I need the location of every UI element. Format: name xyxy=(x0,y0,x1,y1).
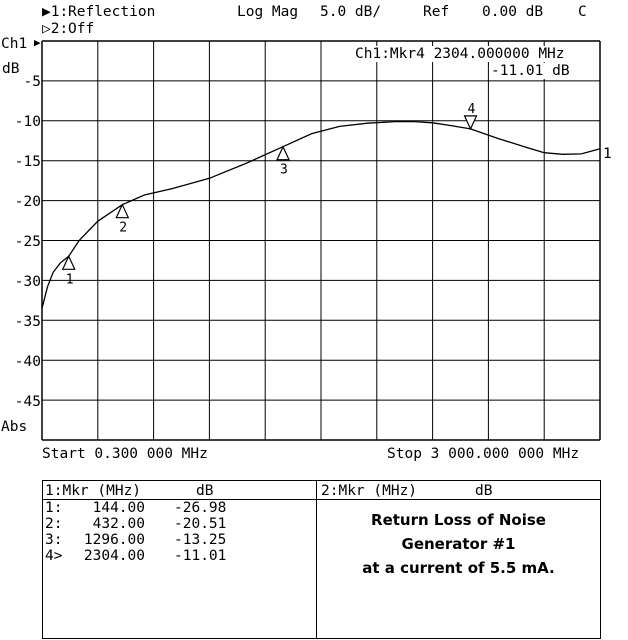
marker-table-ch1-divider xyxy=(42,499,317,500)
note-line-1: Return Loss of Noise xyxy=(371,511,546,529)
marker-row-value: -13.25 xyxy=(174,532,227,548)
marker-4-triangle xyxy=(463,115,478,131)
marker-1-label: 1 xyxy=(66,272,74,287)
table-ch2-header-db: dB xyxy=(475,483,493,499)
scale-label[interactable]: 5.0 dB/ xyxy=(320,4,382,20)
marker-row-freq: 144.00 xyxy=(92,500,145,516)
y-tick-label: -20 xyxy=(14,194,41,210)
table-ch1-header-db: dB xyxy=(196,483,214,499)
stop-frequency[interactable]: Stop 3 000.000 000 MHz xyxy=(387,446,580,462)
marker-4-label: 4 xyxy=(468,102,476,117)
marker-table-ch1: 1:Mkr (MHz) dB 1: 144.00 -26.98 2: 432.00 -20… xyxy=(42,480,317,639)
y-tick-label: -40 xyxy=(14,354,41,370)
channel-label: Ch1 xyxy=(1,36,28,52)
y-tick-label: -45 xyxy=(14,394,41,410)
abs-label: Abs xyxy=(1,419,28,435)
marker-table-ch2-divider xyxy=(316,499,601,500)
marker-2-triangle xyxy=(115,203,130,219)
table-ch2-header-freq: 2:Mkr (MHz) xyxy=(321,483,418,499)
marker-table-ch2: 2:Mkr (MHz) dB Return Loss of Noise Gene… xyxy=(316,480,601,639)
active-marker-readout-freq: Ch1:Mkr4 2304.000000 MHz xyxy=(355,46,565,62)
ref-value[interactable]: 0.00 dB xyxy=(482,4,544,20)
channel1-measurement[interactable]: Reflection xyxy=(68,4,156,20)
channel2-indicator[interactable]: ▷2: xyxy=(42,21,69,37)
start-frequency[interactable]: Start 0.300 000 MHz xyxy=(42,446,208,462)
y-tick-label: -5 xyxy=(23,74,41,90)
trace-markers: 1 2 3 4 xyxy=(61,102,478,287)
note-line-2: Generator #1 xyxy=(401,535,516,553)
trace-end-label: 1 xyxy=(603,146,612,162)
channel1-indicator[interactable]: ▶1: xyxy=(42,4,69,20)
trace-plot[interactable]: 1 2 3 4 xyxy=(0,0,628,470)
marker-row-label: 4> xyxy=(45,548,63,564)
plot-grid xyxy=(41,40,601,441)
active-marker-readout-value: -11.01 dB xyxy=(491,63,570,79)
marker-row-label: 2: xyxy=(45,516,63,532)
marker-row-value: -20.51 xyxy=(174,516,227,532)
y-tick-label: -25 xyxy=(14,234,41,250)
table-ch1-header-freq: 1:Mkr (MHz) xyxy=(45,483,142,499)
calibration-flag: C xyxy=(578,4,587,20)
marker-row-freq: 432.00 xyxy=(92,516,145,532)
marker-3-triangle xyxy=(276,145,290,161)
note-line-3: at a current of 5.5 mA. xyxy=(362,559,555,577)
y-tick-label: -30 xyxy=(14,274,41,290)
marker-row-label: 1: xyxy=(45,500,63,516)
marker-row-freq: 2304.00 xyxy=(83,548,145,564)
marker-row-freq: 1296.00 xyxy=(83,532,145,548)
y-tick-label: -15 xyxy=(14,154,41,170)
y-tick-label: -35 xyxy=(14,314,41,330)
marker-1-triangle xyxy=(61,254,76,270)
marker-row-value: -11.01 xyxy=(174,548,227,564)
marker-3-label: 3 xyxy=(280,163,288,178)
marker-2-label: 2 xyxy=(119,221,127,236)
marker-row-label: 3: xyxy=(45,532,63,548)
y-tick-label: -10 xyxy=(14,114,41,130)
format-label[interactable]: Log Mag xyxy=(237,4,299,20)
active-channel-marker: ▶ xyxy=(34,36,41,49)
channel1-trace xyxy=(41,120,601,309)
channel2-measurement[interactable]: Off xyxy=(68,21,95,37)
ref-label: Ref xyxy=(423,4,450,20)
unit-label: dB xyxy=(2,61,20,77)
annotation-note: Return Loss of Noise Generator #1 at a c… xyxy=(317,508,600,580)
marker-row-value: -26.98 xyxy=(174,500,227,516)
